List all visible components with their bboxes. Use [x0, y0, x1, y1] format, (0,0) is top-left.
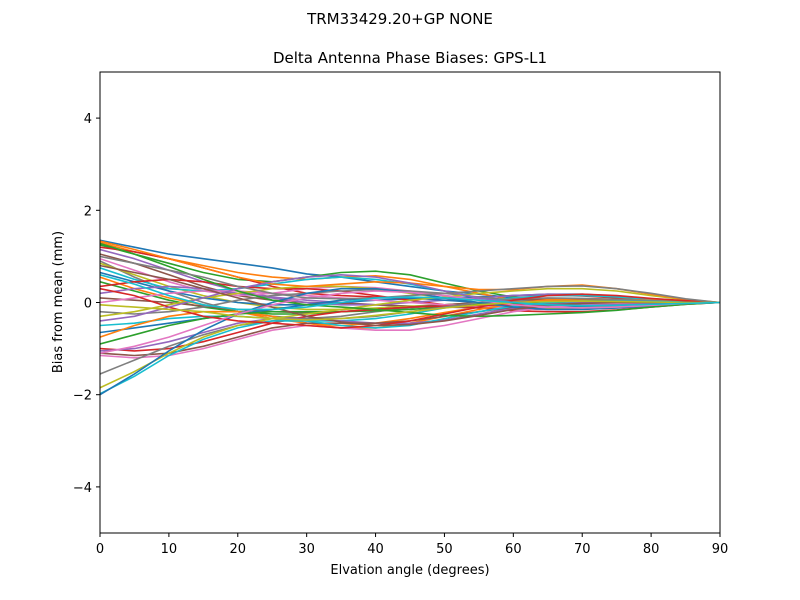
x-tick-label: 60: [505, 542, 522, 557]
x-tick-label: 40: [367, 542, 384, 557]
series-layer: [100, 239, 720, 396]
series-line-37: [100, 290, 720, 354]
series-line-38: [100, 255, 720, 304]
plot-area: 0 10 20 30 40 50 60 70 80 90 −4 −2 0 2 4: [73, 71, 728, 557]
series-line-29: [100, 287, 720, 389]
y-tick-label: −4: [73, 481, 92, 496]
x-axis-ticks: 0 10 20 30 40 50 60 70 80 90: [96, 533, 728, 557]
x-tick-label: 80: [643, 542, 660, 557]
chart-title: Delta Antenna Phase Biases: GPS-L1: [273, 49, 547, 67]
y-axis-ticks: −4 −2 0 2 4: [73, 112, 100, 496]
x-axis-label: Elvation angle (degrees): [330, 563, 489, 578]
x-tick-label: 10: [161, 542, 178, 557]
x-tick-label: 90: [712, 542, 729, 557]
series-line-27: [100, 301, 720, 359]
series-line-36: [100, 264, 720, 327]
x-tick-label: 20: [230, 542, 247, 557]
x-tick-label: 70: [574, 542, 591, 557]
x-tick-label: 0: [96, 542, 104, 557]
x-tick-label: 30: [298, 542, 315, 557]
y-tick-label: 0: [84, 297, 92, 312]
y-axis-label: Bias from mean (mm): [51, 231, 66, 373]
series-line-40: [100, 274, 720, 311]
series-line-33: [100, 242, 720, 318]
y-tick-label: −2: [73, 389, 92, 404]
figure-suptitle: TRM33429.20+GP NONE: [306, 10, 493, 28]
series-line-34: [100, 287, 720, 329]
series-line-30: [100, 300, 720, 395]
y-tick-label: 4: [84, 112, 92, 127]
series-line-39: [100, 300, 720, 321]
x-tick-label: 50: [436, 542, 453, 557]
y-tick-label: 2: [84, 204, 92, 219]
